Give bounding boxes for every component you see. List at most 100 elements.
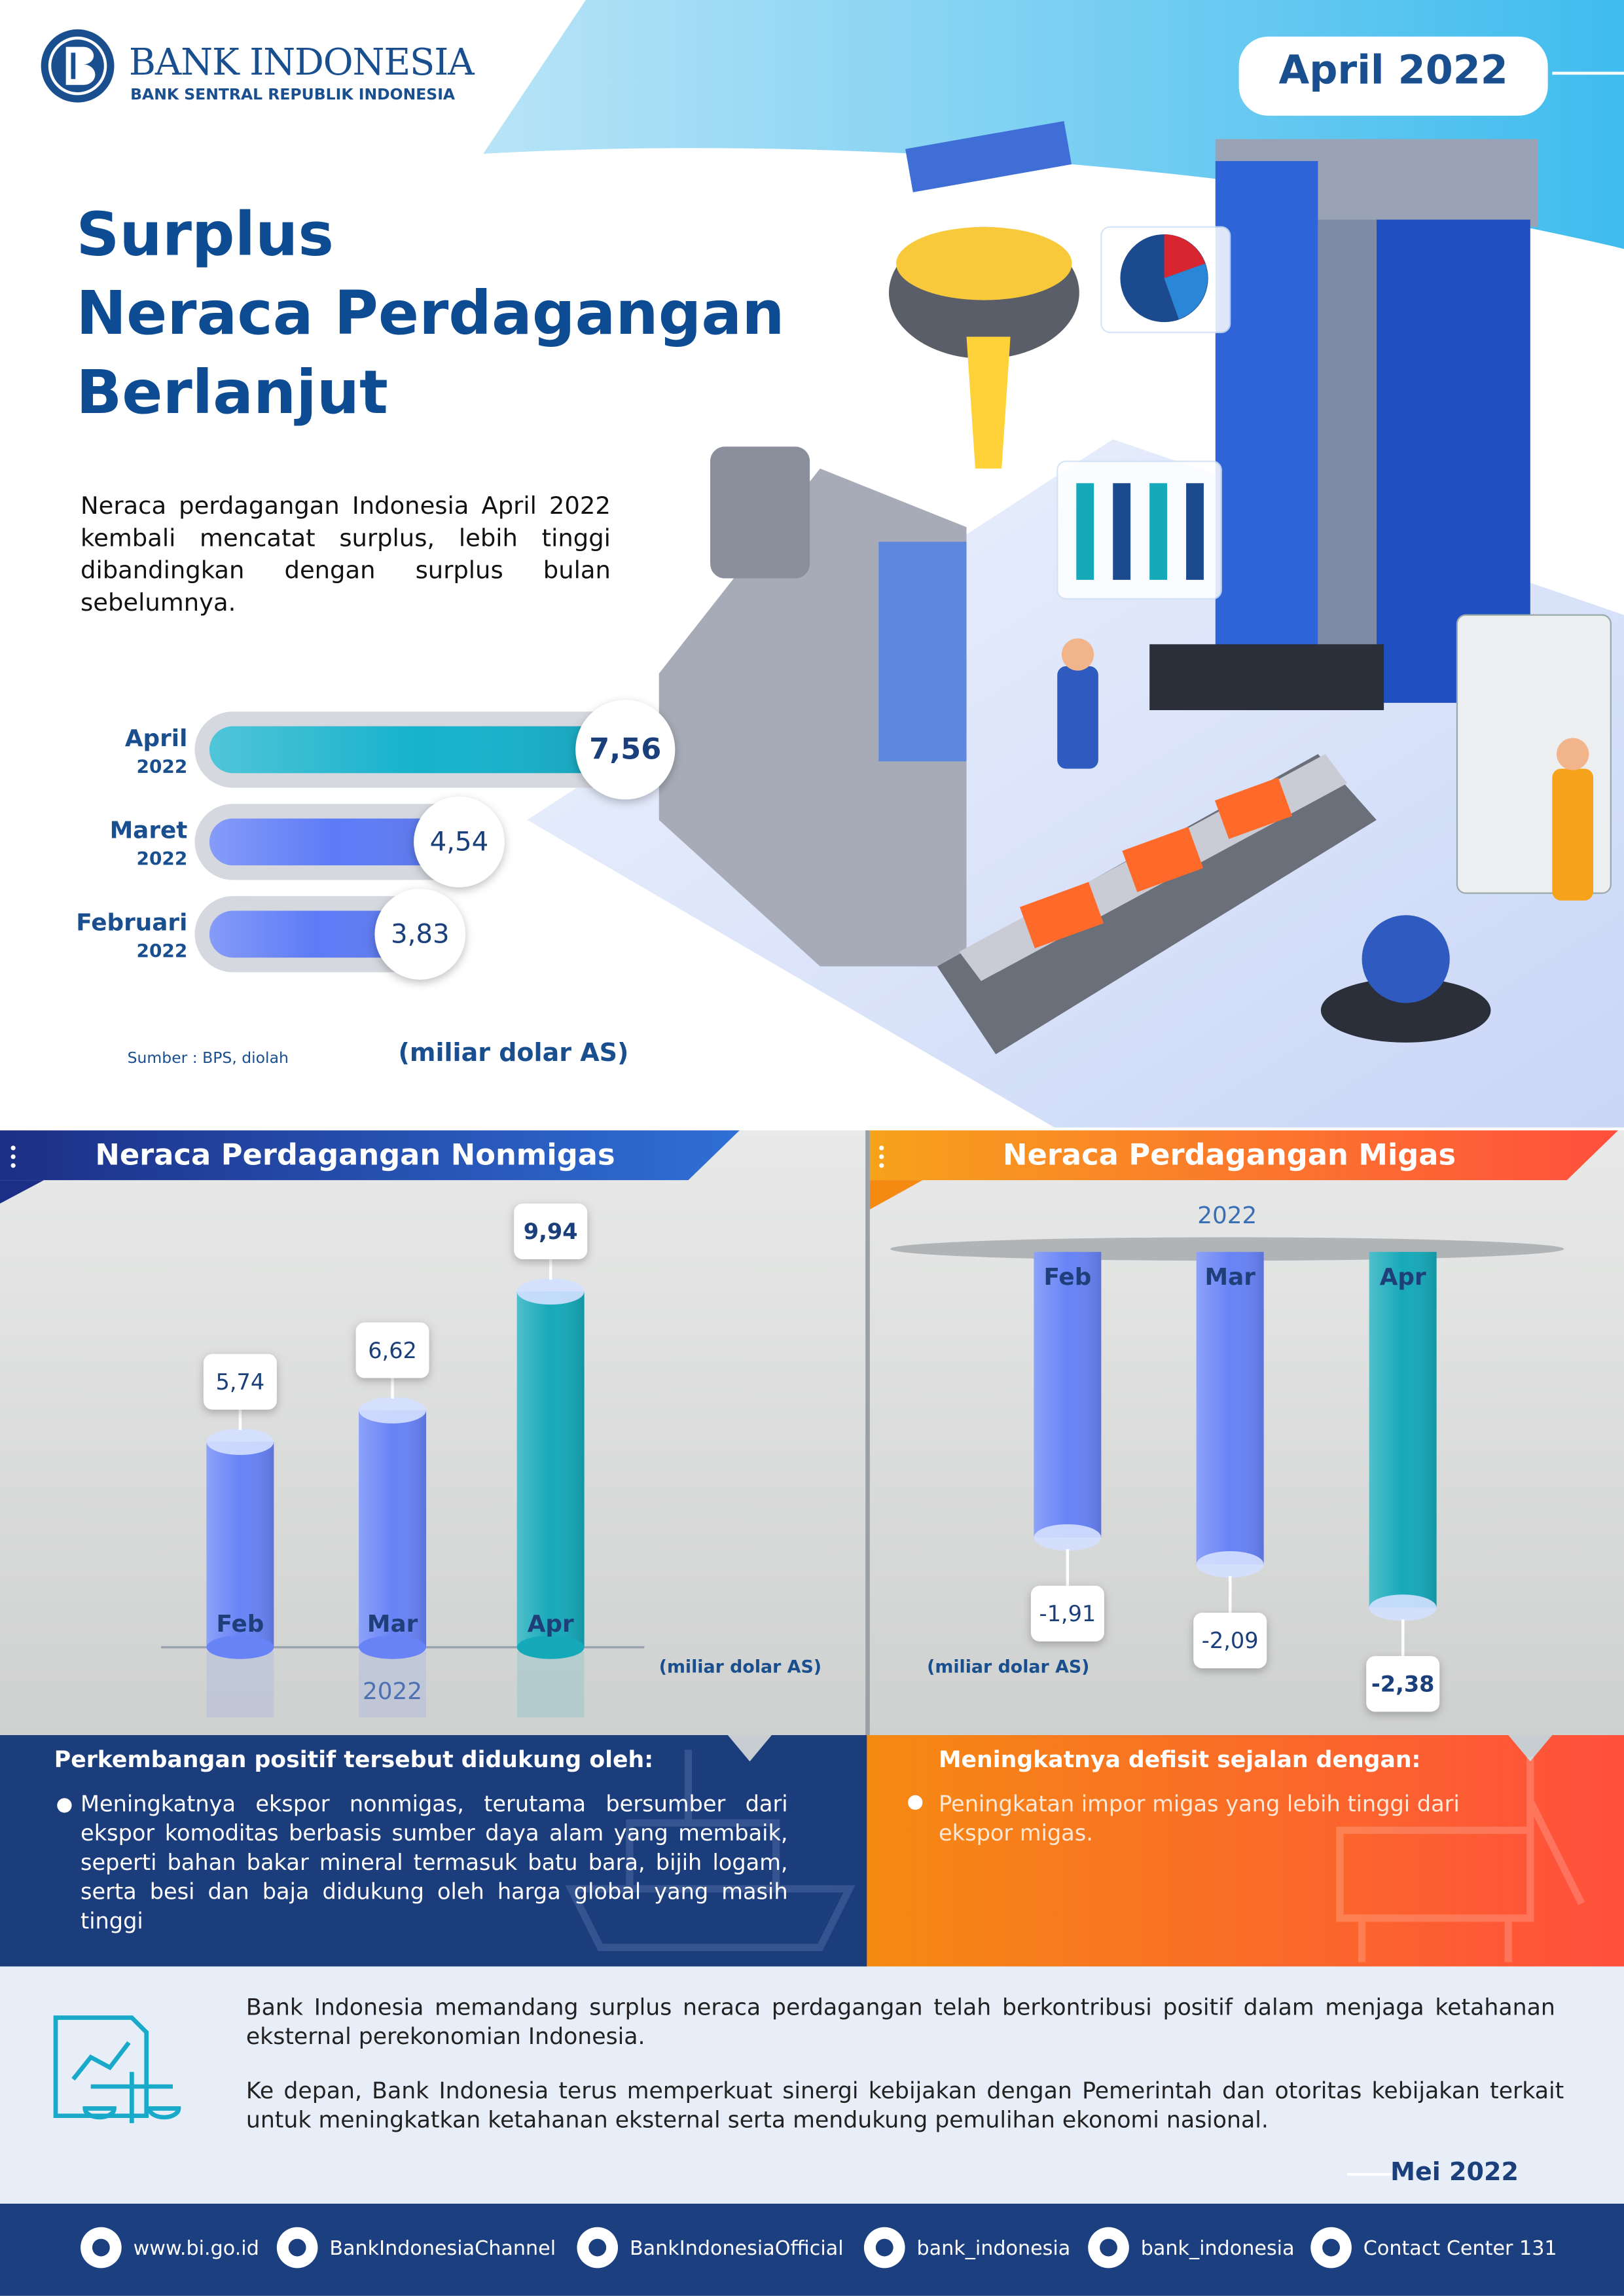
migas-header-bg bbox=[869, 1130, 1619, 1181]
value-bubble bbox=[575, 700, 676, 800]
bullet-dot bbox=[908, 1795, 923, 1810]
social-icon-glyph bbox=[875, 2238, 893, 2257]
header-fold bbox=[0, 1180, 45, 1204]
menu-dot bbox=[10, 1145, 16, 1151]
x-axis-label: 2022 bbox=[1197, 1202, 1257, 1229]
brand: BANK INDONESIA bbox=[128, 41, 475, 84]
category-label: Mar bbox=[367, 1611, 418, 1638]
closing-paragraph: Ke depan, Bank Indonesia terus memperkua… bbox=[245, 2077, 1564, 2134]
intro: Neraca perdagangan Indonesia April 2022 … bbox=[81, 492, 611, 617]
category-label: April bbox=[125, 725, 187, 752]
policy-icon bbox=[53, 2015, 181, 2123]
footer-link[interactable]: BankIndonesiaOfficial bbox=[630, 2237, 844, 2260]
value-label: -2,38 bbox=[1371, 1671, 1435, 1696]
category-label: Maret bbox=[110, 817, 188, 844]
divider bbox=[865, 1130, 870, 1736]
category-label: Februari bbox=[76, 910, 187, 937]
bar-base bbox=[516, 1635, 585, 1659]
pointer bbox=[727, 1735, 772, 1762]
menu-dot bbox=[10, 1163, 16, 1168]
value-label: 4,54 bbox=[430, 827, 489, 857]
value-box bbox=[1366, 1656, 1440, 1712]
right-bottom-panel bbox=[867, 1735, 1624, 1967]
category-label: Feb bbox=[216, 1611, 264, 1638]
value-box bbox=[514, 1203, 588, 1259]
value-label: -2,09 bbox=[1202, 1628, 1259, 1653]
panel-heading: Perkembangan positif tersebut didukung o… bbox=[54, 1746, 654, 1774]
social-icon-glyph bbox=[92, 2238, 110, 2257]
social-icon-glyph bbox=[1322, 2238, 1340, 2257]
footer-icons: www.bi.go.id BankIndonesiaChannel BankIndo… bbox=[81, 2227, 1557, 2269]
bar-shine bbox=[359, 1410, 427, 1647]
title-line: Surplus bbox=[76, 199, 334, 270]
bullet-dot bbox=[57, 1798, 72, 1813]
category-year: 2022 bbox=[137, 755, 188, 777]
social-icon-glyph bbox=[1100, 2238, 1117, 2257]
unit: (miliar dolar AS) bbox=[927, 1657, 1089, 1677]
chart-title: Neraca Perdagangan Nonmigas bbox=[95, 1137, 615, 1172]
value-label: 6,62 bbox=[368, 1338, 417, 1363]
value-bubble bbox=[374, 888, 466, 980]
bar-shine bbox=[1196, 1251, 1264, 1565]
bar-shine bbox=[1369, 1251, 1437, 1608]
pointer bbox=[1508, 1735, 1553, 1762]
unit: (miliar dolar AS) bbox=[399, 1038, 629, 1067]
panel-bullet: Meningkatnya ekspor nonmigas, terutama b… bbox=[81, 1791, 788, 1935]
bar-reflection bbox=[516, 1651, 585, 1718]
value-box bbox=[1030, 1585, 1104, 1641]
release-date: Mei 2022 bbox=[1390, 2158, 1519, 2188]
footer-link[interactable]: Contact Center 131 bbox=[1363, 2237, 1557, 2260]
footer-link[interactable]: bank_indonesia bbox=[1141, 2237, 1295, 2260]
footer-link[interactable]: bank_indonesia bbox=[916, 2237, 1070, 2260]
tagline: BANK SENTRAL REPUBLIK INDONESIA bbox=[130, 86, 456, 104]
nonmigas-header-bg bbox=[0, 1130, 740, 1181]
bar-shine bbox=[1034, 1251, 1102, 1538]
bar-cap bbox=[516, 1278, 585, 1305]
social-icon-glyph bbox=[588, 2238, 607, 2257]
factory-illustration bbox=[659, 120, 1612, 1054]
menu-dot bbox=[879, 1163, 884, 1168]
value-label: 5,74 bbox=[216, 1369, 265, 1395]
value-box bbox=[203, 1354, 277, 1410]
panel-heading: Meningkatnya defisit sejalan dengan: bbox=[939, 1746, 1421, 1774]
left-bottom-panel bbox=[0, 1735, 867, 1967]
value-label: 9,94 bbox=[524, 1219, 578, 1244]
title-line: Berlanjut bbox=[76, 357, 388, 428]
bar-shine bbox=[209, 726, 626, 774]
unit: (miliar dolar AS) bbox=[659, 1657, 821, 1677]
category-year: 2022 bbox=[137, 940, 188, 961]
menu-dot bbox=[10, 1154, 16, 1159]
value-bubble bbox=[414, 797, 505, 888]
bar-shine bbox=[209, 818, 460, 866]
bar-cap bbox=[1034, 1524, 1102, 1551]
closing-bg bbox=[0, 1966, 1624, 2204]
category-label: Feb bbox=[1043, 1264, 1091, 1291]
value-label: -1,91 bbox=[1039, 1601, 1096, 1626]
value-label: 3,83 bbox=[391, 920, 450, 950]
value-box bbox=[355, 1322, 429, 1378]
chart-title: Neraca Perdagangan Migas bbox=[1003, 1137, 1456, 1172]
closing-paragraph: Bank Indonesia memandang surplus neraca … bbox=[245, 1994, 1555, 2051]
bar-shine bbox=[209, 910, 420, 958]
bar-cap bbox=[206, 1428, 274, 1456]
bar-shine bbox=[516, 1291, 585, 1647]
bar-cap bbox=[1196, 1551, 1264, 1578]
title-line: Neraca Perdagangan bbox=[76, 278, 785, 349]
footer-link[interactable]: www.bi.go.id bbox=[134, 2237, 259, 2260]
logo-area bbox=[0, 0, 586, 156]
bar-cap bbox=[359, 1397, 427, 1424]
nonmigas-panel bbox=[0, 1130, 867, 1736]
bar-shine bbox=[206, 1441, 274, 1647]
period-pill bbox=[1238, 36, 1548, 116]
category-year: 2022 bbox=[137, 848, 188, 869]
footer-link[interactable]: BankIndonesiaChannel bbox=[329, 2237, 556, 2260]
panel-bullet: Peningkatan impor migas yang lebih tingg… bbox=[939, 1791, 1460, 1847]
x-axis-label: 2022 bbox=[363, 1678, 422, 1705]
charts: 7,56 April 2022 4,54 Maret 2022 3,83 Februari 20… bbox=[10, 700, 1456, 1718]
menu-dot bbox=[879, 1145, 884, 1151]
ship-watermark bbox=[565, 1749, 856, 1952]
social-icon-glyph bbox=[288, 2238, 306, 2257]
source: Sumber : BPS, diolah bbox=[128, 1049, 289, 1067]
